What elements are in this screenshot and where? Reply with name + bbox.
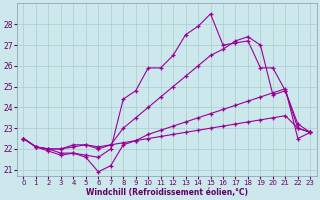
X-axis label: Windchill (Refroidissement éolien,°C): Windchill (Refroidissement éolien,°C) (86, 188, 248, 197)
